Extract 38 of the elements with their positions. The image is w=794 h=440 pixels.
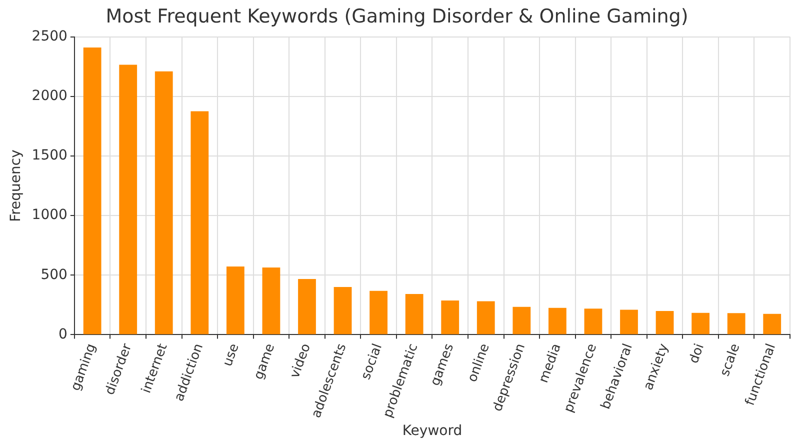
bar [656, 311, 674, 334]
x-tick-label: video [288, 342, 314, 380]
bar [405, 294, 424, 334]
y-tick-label: 1000 [32, 207, 68, 224]
y-tick-label: 2500 [32, 28, 68, 44]
bar [512, 306, 531, 334]
bar [727, 313, 746, 334]
y-axis-title: Frequency [8, 150, 24, 222]
bar [262, 268, 280, 334]
y-tick-label: 1500 [32, 148, 68, 164]
y-tick-label: 0 [58, 326, 68, 342]
y-tick-label: 500 [40, 266, 68, 283]
bar [763, 314, 782, 334]
x-tick-label: online [465, 342, 493, 384]
x-tick-label: game [251, 342, 278, 382]
x-tick-label: games [428, 342, 458, 388]
x-axis-title: Keyword [402, 423, 462, 440]
bar [119, 64, 138, 334]
bar [334, 286, 352, 334]
x-tick-label: media [536, 342, 564, 385]
x-tick-label: scale [718, 342, 744, 378]
bar [548, 308, 566, 334]
bar [370, 290, 388, 334]
x-tick-label: use [220, 342, 242, 369]
bar [154, 71, 173, 334]
x-tick-label: social [358, 342, 386, 382]
y-tick-label: 2000 [32, 88, 68, 104]
bar [620, 310, 638, 334]
bar [83, 48, 102, 334]
bar [692, 312, 710, 334]
x-tick-label: doi [686, 342, 708, 366]
bar [190, 111, 209, 334]
chart-title: Most Frequent Keywords (Gaming Disorder & Online Gaming) [106, 5, 688, 28]
bar [226, 266, 244, 334]
bar [476, 301, 495, 334]
bar [298, 278, 316, 334]
bar [584, 308, 602, 334]
bar [441, 300, 460, 334]
